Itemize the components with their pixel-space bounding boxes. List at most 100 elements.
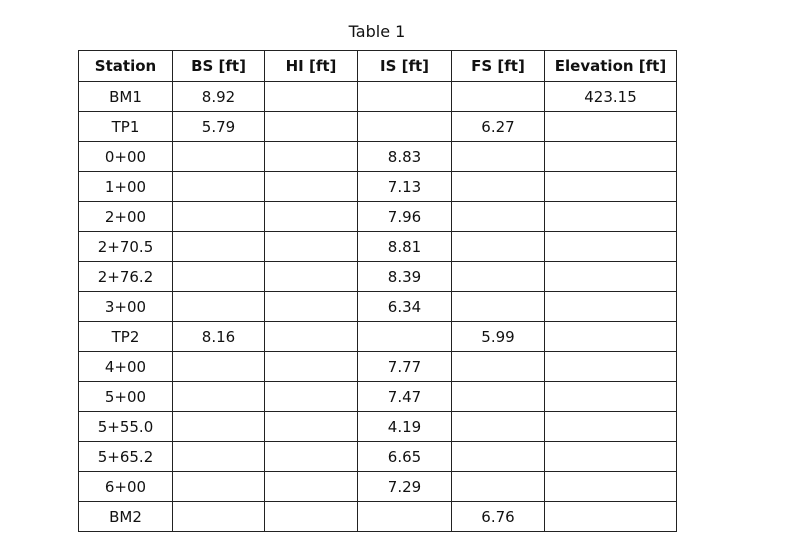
table-cell <box>172 381 265 412</box>
leveling-table: Station BS [ft] HI [ft] IS [ft] FS [ft] Eleva… <box>78 50 677 532</box>
table-cell <box>451 291 545 322</box>
table-cell <box>264 381 358 412</box>
table-row: 6+00 7.29 <box>78 471 677 502</box>
table-cell <box>264 351 358 382</box>
table-cell: BM2 <box>78 501 173 532</box>
table-row: 5+65.2 6.65 <box>78 441 677 472</box>
table-cell <box>544 321 677 352</box>
table-cell: 7.29 <box>357 471 452 502</box>
table-row: 2+70.5 8.81 <box>78 231 677 262</box>
table-cell: 2+70.5 <box>78 231 173 262</box>
table-cell <box>172 261 265 292</box>
table-row: 2+76.2 8.39 <box>78 261 677 292</box>
table-row: 1+00 7.13 <box>78 171 677 202</box>
table-cell: 3+00 <box>78 291 173 322</box>
table-cell <box>544 111 677 142</box>
table-row: 4+00 7.77 <box>78 351 677 382</box>
table-cell <box>451 171 545 202</box>
table-cell: 8.81 <box>357 231 452 262</box>
table-cell <box>544 441 677 472</box>
table-cell: 5.79 <box>172 111 265 142</box>
table-cell <box>264 321 358 352</box>
table-cell <box>264 501 358 532</box>
table-cell <box>357 81 452 112</box>
table-cell: 7.77 <box>357 351 452 382</box>
table-cell: 5+55.0 <box>78 411 173 442</box>
table-cell: 4+00 <box>78 351 173 382</box>
table-body: BM1 8.92 423.15 TP1 5.79 6.27 0+00 8.83 1+00 7.13… <box>78 81 677 532</box>
table-cell <box>357 111 452 142</box>
table-cell: 8.16 <box>172 321 265 352</box>
table-cell <box>357 321 452 352</box>
table-cell: BM1 <box>78 81 173 112</box>
table-cell <box>544 411 677 442</box>
table-cell <box>172 201 265 232</box>
table-cell <box>172 171 265 202</box>
table-cell: 5+00 <box>78 381 173 412</box>
table-cell <box>544 351 677 382</box>
table-cell <box>172 231 265 262</box>
table-cell <box>451 381 545 412</box>
table-row: 5+55.0 4.19 <box>78 411 677 442</box>
table-cell: 6+00 <box>78 471 173 502</box>
table-cell <box>264 291 358 322</box>
table-title: Table 1 <box>348 22 406 41</box>
table-cell <box>451 441 545 472</box>
table-cell <box>264 111 358 142</box>
table-cell <box>544 501 677 532</box>
table-row: 3+00 6.34 <box>78 291 677 322</box>
table-cell <box>172 351 265 382</box>
table-cell <box>544 231 677 262</box>
table-cell <box>264 81 358 112</box>
table-cell <box>451 81 545 112</box>
table-cell <box>451 411 545 442</box>
table-cell: 5.99 <box>451 321 545 352</box>
table-cell <box>264 471 358 502</box>
table-cell <box>172 411 265 442</box>
table-cell <box>544 291 677 322</box>
table-cell <box>172 291 265 322</box>
table-row: 5+00 7.47 <box>78 381 677 412</box>
table-cell: 1+00 <box>78 171 173 202</box>
table-cell <box>544 381 677 412</box>
table-cell: 4.19 <box>357 411 452 442</box>
table-cell <box>264 231 358 262</box>
header-cell: FS [ft] <box>451 50 545 82</box>
table-cell: 2+00 <box>78 201 173 232</box>
table-row: 2+00 7.96 <box>78 201 677 232</box>
table-cell: 8.39 <box>357 261 452 292</box>
table-cell: 6.34 <box>357 291 452 322</box>
table-row: BM2 6.76 <box>78 501 677 532</box>
table-cell <box>264 141 358 172</box>
table-cell: 6.27 <box>451 111 545 142</box>
table-cell <box>264 441 358 472</box>
header-cell: Station <box>78 50 173 82</box>
table-cell <box>172 441 265 472</box>
table-cell: 7.13 <box>357 171 452 202</box>
table-cell: 2+76.2 <box>78 261 173 292</box>
table-cell: 7.47 <box>357 381 452 412</box>
header-cell: BS [ft] <box>172 50 265 82</box>
table-cell <box>264 171 358 202</box>
table-cell <box>544 171 677 202</box>
table-cell: 0+00 <box>78 141 173 172</box>
table-cell: 8.92 <box>172 81 265 112</box>
table-cell: TP1 <box>78 111 173 142</box>
table-cell <box>172 141 265 172</box>
header-cell: HI [ft] <box>264 50 358 82</box>
table-cell <box>264 411 358 442</box>
table-cell <box>264 201 358 232</box>
table-cell: 6.76 <box>451 501 545 532</box>
table-cell <box>544 471 677 502</box>
table-cell <box>451 261 545 292</box>
header-cell: IS [ft] <box>357 50 452 82</box>
table-row: 0+00 8.83 <box>78 141 677 172</box>
table-cell: 423.15 <box>544 81 677 112</box>
table-cell: TP2 <box>78 321 173 352</box>
table-cell <box>264 261 358 292</box>
table-cell <box>357 501 452 532</box>
table-cell: 7.96 <box>357 201 452 232</box>
table-row: TP1 5.79 6.27 <box>78 111 677 142</box>
table-cell: 5+65.2 <box>78 441 173 472</box>
table-cell: 8.83 <box>357 141 452 172</box>
